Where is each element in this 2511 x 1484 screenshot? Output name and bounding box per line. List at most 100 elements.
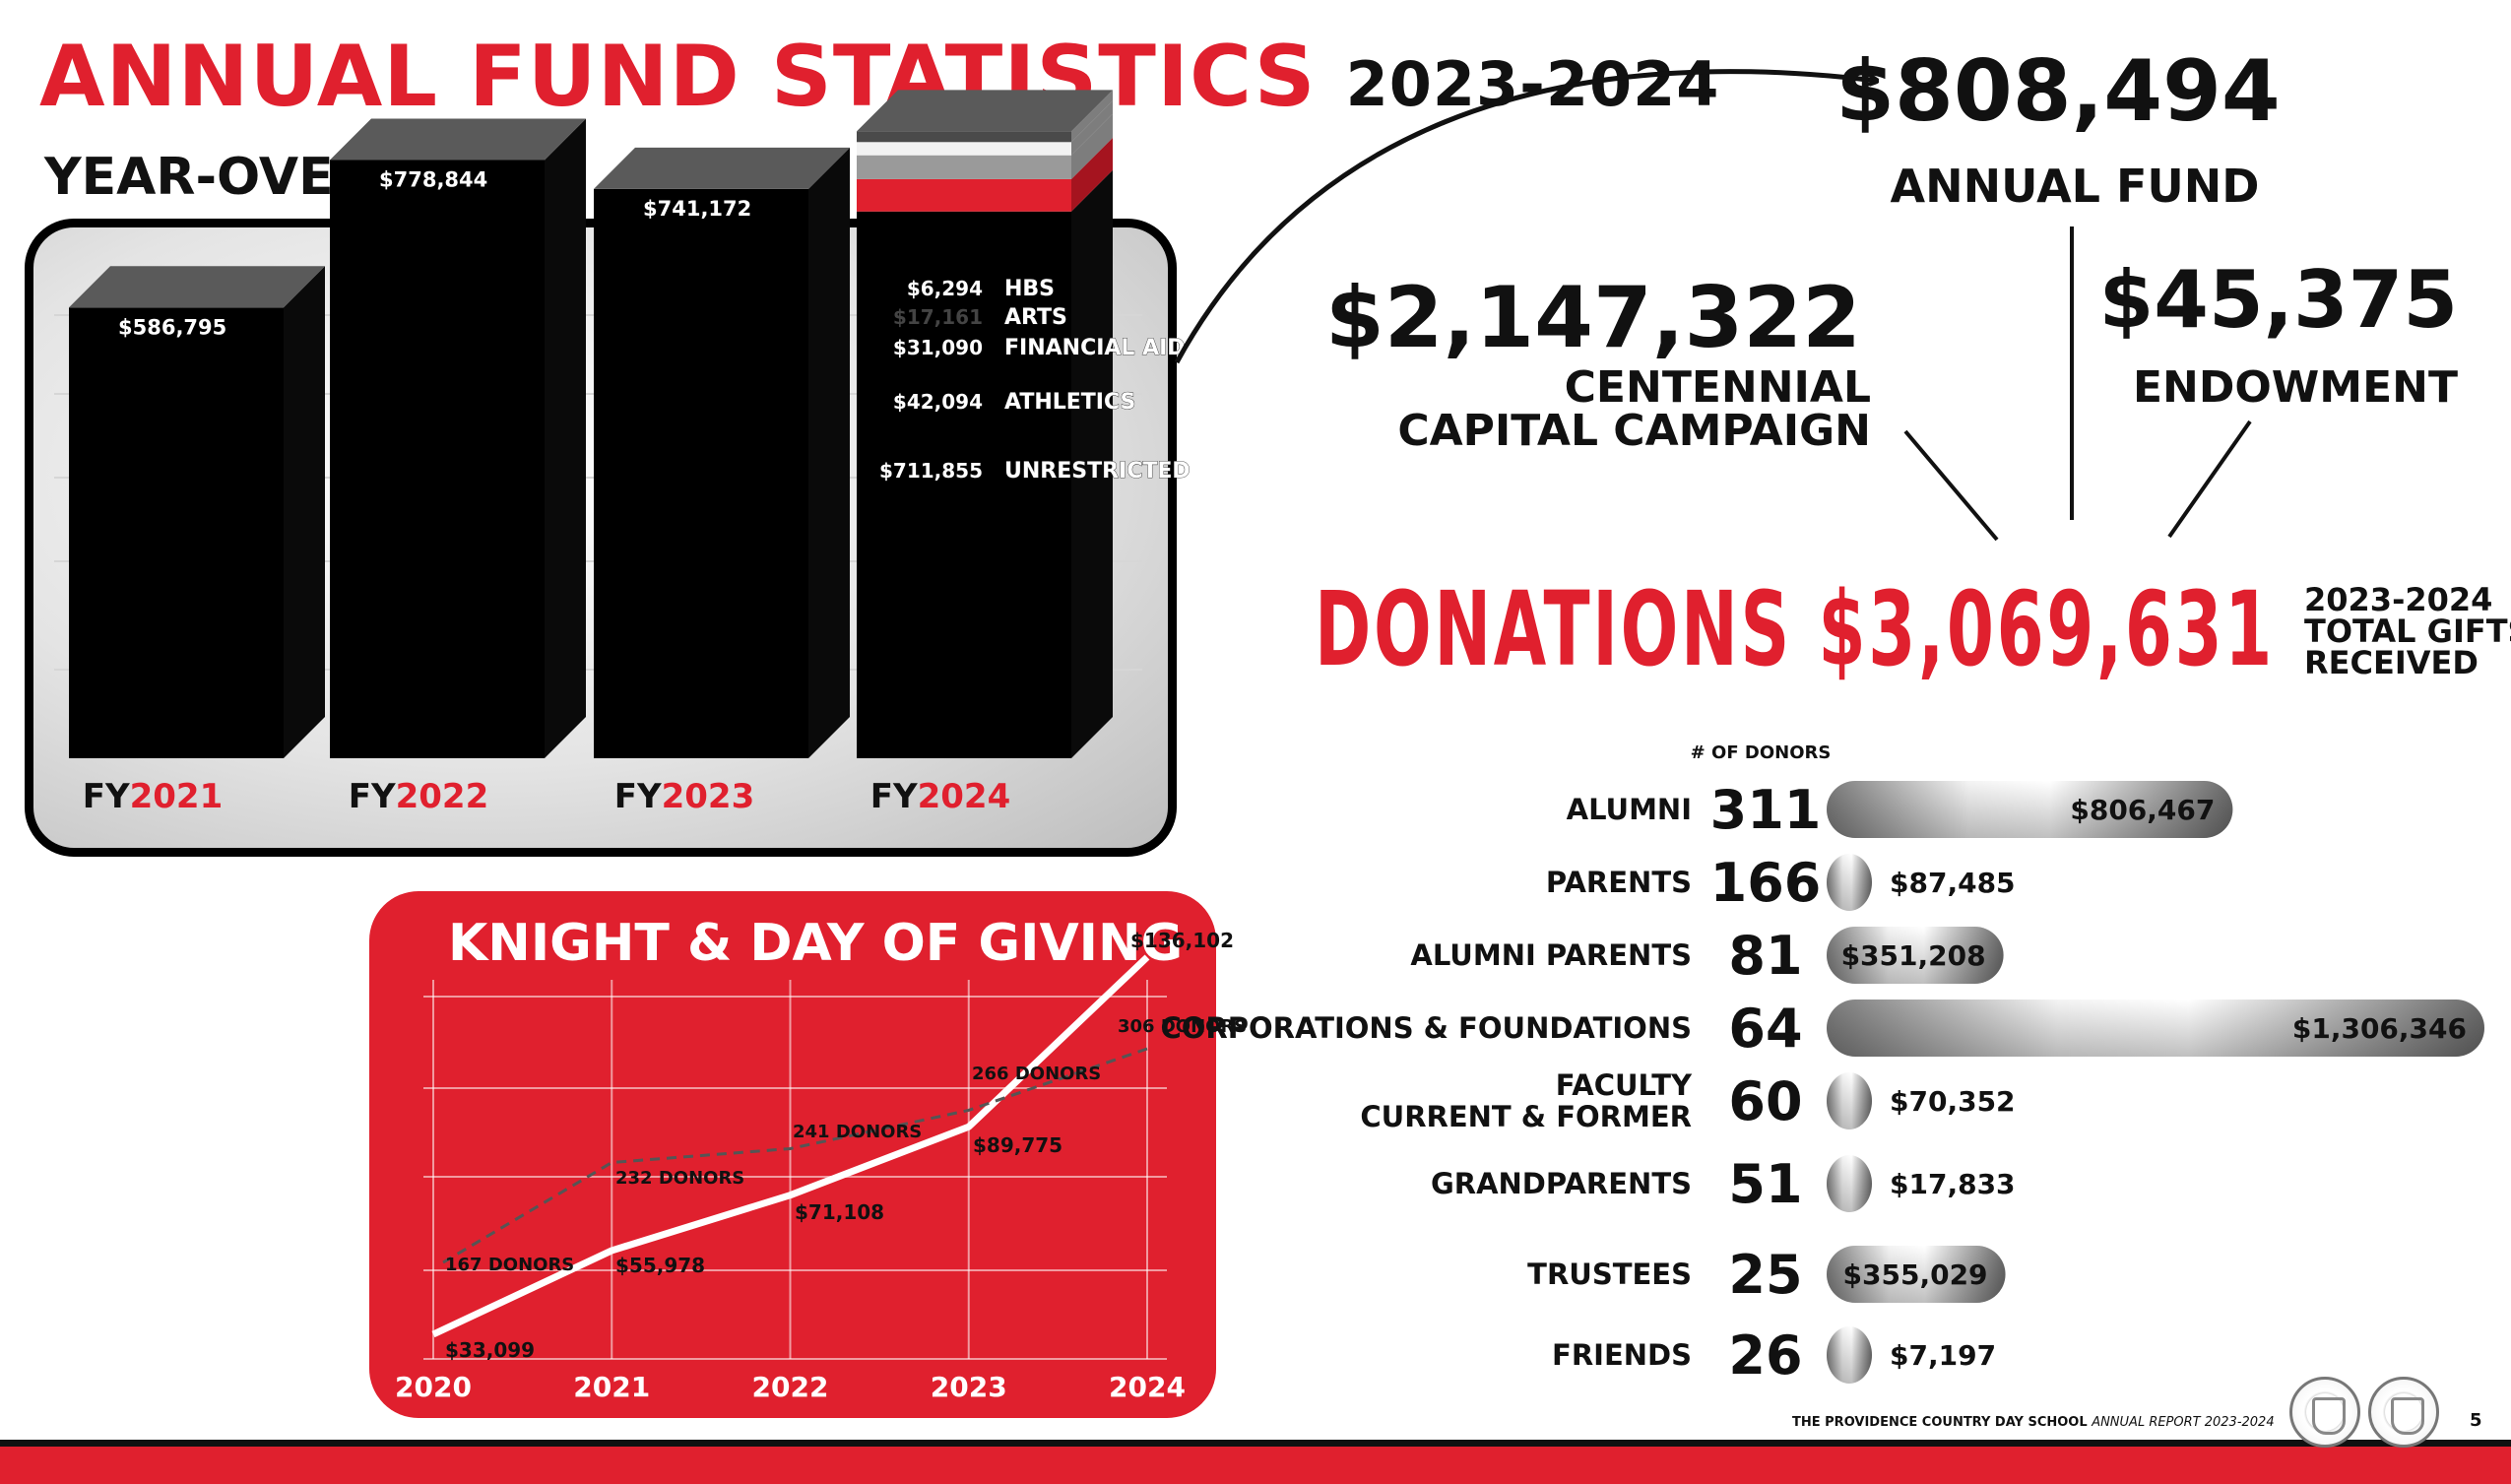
capital-campaign-label-2: CAPITAL CAMPAIGN (1397, 406, 1871, 456)
category-year: 2024 (918, 777, 1011, 816)
donations-note-1: 2023-2024 (2304, 581, 2492, 618)
bar-fy2023-front (594, 188, 808, 758)
donor-category-7: FRIENDS (1552, 1338, 1692, 1372)
kdg-x-label-0: 2020 (395, 1371, 472, 1403)
stack-seg-0-front (857, 211, 1071, 758)
donor-category-3: CORPORATIONS & FOUNDATIONS (1161, 1011, 1693, 1045)
kdg-donor-label-1: 232 DONORS (615, 1168, 744, 1189)
stack-seg-1-side (1071, 137, 1113, 212)
stack-name-3: ARTS (1004, 305, 1067, 330)
annual-fund-value: $808,494 (1835, 42, 2281, 141)
donor-pill-shade-7 (1827, 1326, 1872, 1384)
knight-day-chart: $33,099 $55,978 $71,108 $89,775 $136,102 167 … (395, 929, 1247, 1403)
donor-category-0: ALUMNI (1567, 793, 1692, 826)
title-year: 2023-2024 (1345, 48, 1720, 120)
footer-school: THE PROVIDENCE COUNTRY DAY SCHOOL (1792, 1415, 2088, 1430)
donor-value-4: $70,352 (1890, 1085, 2016, 1118)
annual-fund-label: ANNUAL FUND (1891, 160, 2260, 213)
kdg-donor-label-0: 167 DONORS (445, 1255, 574, 1275)
kdg-amount-line (431, 954, 1150, 1338)
donations-note-2: TOTAL GIFTS (2304, 613, 2511, 650)
endowment-label: ENDOWMENT (2133, 362, 2458, 413)
stack-value-3: $17,161 (893, 305, 983, 329)
category-year: 2021 (130, 777, 224, 816)
stack-value-2: $31,090 (893, 336, 983, 359)
donor-count-7: 26 (1728, 1324, 1802, 1387)
kdg-donor-label-3: 266 DONORS (972, 1064, 1101, 1084)
kdg-x-label-2: 2022 (752, 1371, 829, 1403)
connector-capital (1903, 429, 1999, 542)
bar-fy2023-top (594, 147, 850, 189)
arrow-to-annual-fund (1174, 69, 1876, 364)
bar-fy2022-front (330, 160, 545, 758)
category-prefix: FY (870, 777, 918, 816)
stack-name-4: HBS (1004, 277, 1055, 301)
bar-label-fy2022: $778,844 (379, 168, 487, 192)
footer-text: THE PROVIDENCE COUNTRY DAY SCHOOL ANNUAL… (1792, 1415, 2275, 1430)
bar-fy2021-top (69, 266, 325, 308)
donor-count-3: 64 (1728, 998, 1802, 1060)
stack-seg-4-front (857, 131, 1071, 143)
bar-label-fy2021: $586,795 (118, 315, 226, 339)
stack-seg-3-front (857, 142, 1071, 156)
crest-seal-icon (2368, 1377, 2439, 1448)
donor-count-4: 60 (1728, 1070, 1802, 1132)
knight-day-title: KNIGHT & DAY OF GIVING (448, 914, 1184, 973)
capital-campaign-label-1: CENTENNIAL (1565, 362, 1871, 413)
stack-seg-4-side (1071, 90, 1113, 143)
donor-count-5: 51 (1728, 1153, 1802, 1215)
capital-campaign-value: $2,147,322 (1325, 269, 1861, 367)
donor-count-6: 25 (1728, 1244, 1802, 1306)
category-prefix: FY (614, 777, 662, 816)
stack-value-1: $42,094 (893, 390, 983, 414)
kdg-amount-label-0: $33,099 (445, 1338, 535, 1362)
donor-pill-shade-2 (1827, 927, 2004, 984)
donor-category-2: ALUMNI PARENTS (1410, 938, 1692, 972)
stack-name-1: ATHLETICS (1004, 390, 1135, 415)
donor-value-6: $355,029 (1843, 1258, 1988, 1291)
kdg-x-label-3: 2023 (931, 1371, 1007, 1403)
donor-category-6: TRUSTEES (1527, 1258, 1692, 1291)
category-label-fy2022: FY2022 (349, 777, 489, 816)
donor-pill-shade-1 (1827, 854, 1872, 911)
donor-pill-shade-3 (1827, 1000, 2484, 1057)
donor-value-3: $1,306,346 (2292, 1012, 2467, 1045)
donor-count-2: 81 (1728, 925, 1802, 987)
bar-fy2022-side (545, 118, 586, 758)
page-title: ANNUAL FUND STATISTICS 2023-2024 (39, 28, 1719, 126)
kdg-donor-label-2: 241 DONORS (793, 1122, 922, 1142)
bar-fy2021-front (69, 307, 284, 758)
fund-callouts: $808,494 ANNUAL FUND $2,147,322CENTENNIALC… (1174, 42, 2511, 689)
category-prefix: FY (83, 777, 130, 816)
kdg-amount-label-4: $136,102 (1130, 929, 1234, 952)
donor-pill-shade-0 (1827, 781, 2233, 838)
kdg-amount-label-3: $89,775 (973, 1133, 1062, 1157)
donor-count-0: 311 (1710, 779, 1822, 841)
page-number: 5 (2470, 1410, 2482, 1431)
donor-category-5: GRANDPARENTS (1431, 1167, 1692, 1200)
school-seal-icon (2289, 1377, 2360, 1448)
stack-seg-0-side (1071, 169, 1113, 758)
kdg-x-label-4: 2024 (1109, 1371, 1186, 1403)
donor-pill-shade-4 (1827, 1072, 1872, 1129)
connector-endowment (2167, 419, 2252, 539)
stack-seg-1-front (857, 178, 1071, 212)
kdg-donor-label-4: 306 DONORS (1118, 1016, 1247, 1037)
donor-value-0: $806,467 (2070, 794, 2215, 826)
endowment-value: $45,375 (2099, 254, 2458, 346)
donor-count-header: # OF DONORS (1691, 742, 1832, 763)
donor-value-2: $351,208 (1841, 939, 1986, 972)
bottom-bar (0, 1440, 2511, 1484)
category-year: 2022 (396, 777, 489, 816)
stack-seg-3-side (1071, 100, 1113, 156)
category-label-fy2023: FY2023 (614, 777, 755, 816)
donor-value-1: $87,485 (1890, 867, 2016, 899)
kdg-x-label-1: 2021 (573, 1371, 650, 1403)
stack-name-2: FINANCIAL AID (1004, 336, 1186, 360)
stack-seg-2-side (1071, 113, 1113, 179)
stack-name-0: UNRESTRICTED (1004, 459, 1191, 484)
donor-category-4-line1: FACULTY (1556, 1068, 1693, 1102)
stack-value-4: $6,294 (907, 277, 983, 300)
kdg-amount-label-2: $71,108 (795, 1200, 884, 1224)
kdg-amount-label-1: $55,978 (615, 1254, 705, 1277)
